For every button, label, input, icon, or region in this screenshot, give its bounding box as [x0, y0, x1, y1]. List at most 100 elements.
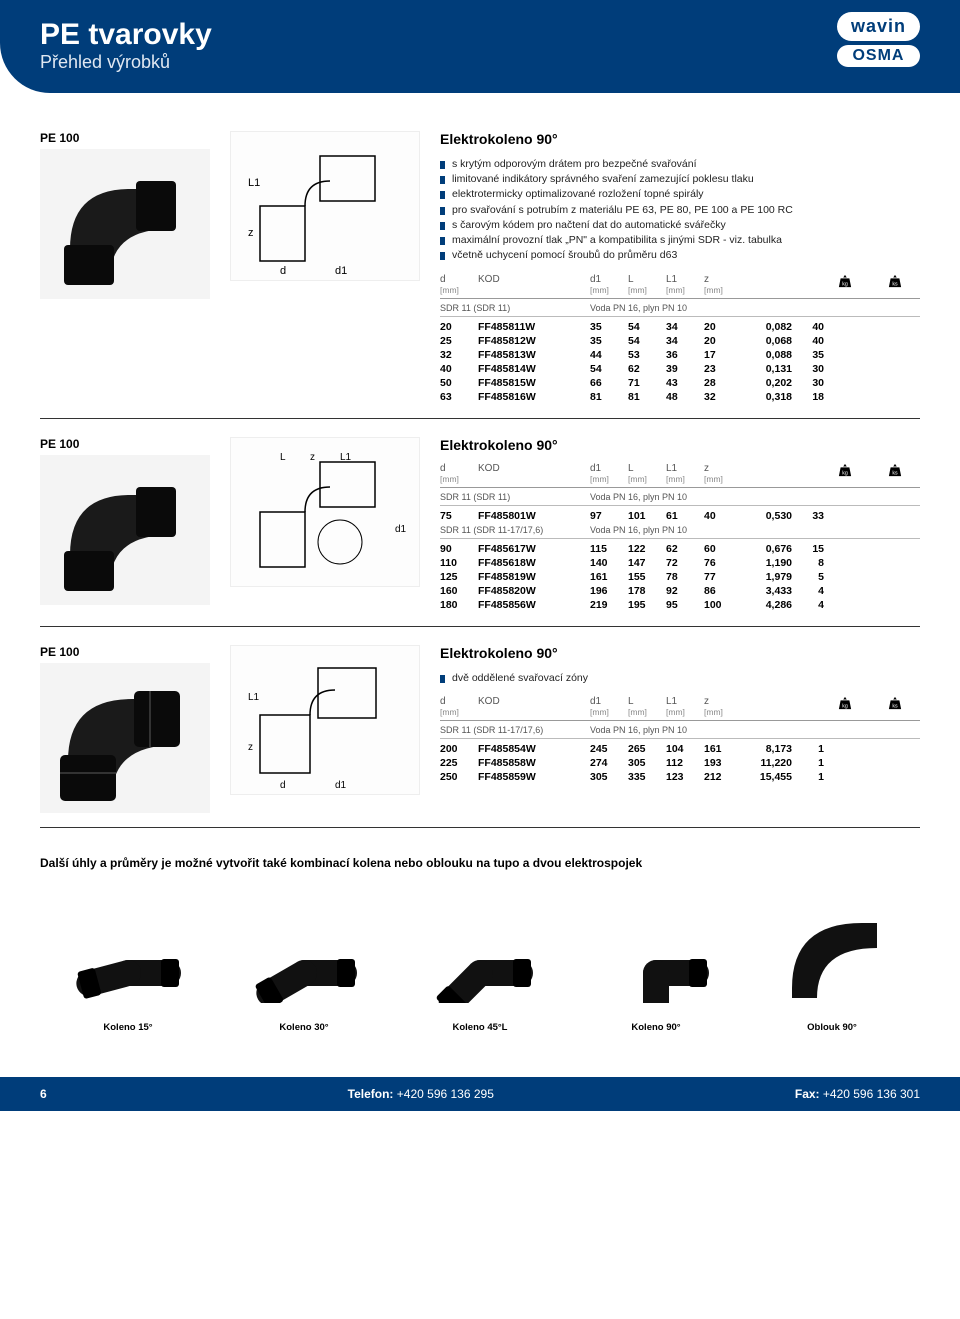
unit: [mm]	[440, 474, 478, 484]
elbow-icon	[50, 673, 200, 803]
bullet: elektrotermicky optimalizované rozložení…	[440, 187, 920, 202]
unit: [mm]	[666, 285, 704, 295]
table-row: 225 FF485858W 274 305 112 193 11,220 1	[440, 756, 920, 770]
svg-text:ks: ks	[892, 281, 898, 287]
bullets-3: dvě oddělené svařovací zóny	[440, 671, 920, 686]
bullet: limitované indikátory správného svaření …	[440, 172, 920, 187]
col-L: L	[628, 696, 634, 707]
combo-item: Koleno 30°	[216, 898, 392, 1033]
table-row: 32 FF485813W 44 53 36 17 0,088 35	[440, 348, 920, 362]
svg-text:ks: ks	[892, 470, 898, 476]
col-z: z	[704, 274, 709, 285]
unit: [mm]	[704, 474, 742, 484]
content: PE 100 d d1	[0, 93, 960, 1047]
table-body: 20 FF485811W 35 54 34 20 0,082 40 25 FF4…	[440, 320, 920, 404]
product-title: Elektrokoleno 90°	[440, 437, 920, 453]
table-note: SDR 11 (SDR 11)Voda PN 16, plyn PN 10	[440, 490, 920, 506]
logo-box: wavin OSMA	[837, 12, 920, 67]
col-L1: L1	[666, 274, 677, 285]
bullet: s čarovým kódem pro načtení dat do autom…	[440, 218, 920, 233]
bullet: pro svařování s potrubím z materiálu PE …	[440, 203, 920, 218]
table-row: 250 FF485859W 305 335 123 212 15,455 1	[440, 770, 920, 784]
combo-note: Další úhly a průměry je možné vytvořit t…	[40, 828, 920, 892]
fax-label: Fax:	[795, 1087, 820, 1101]
note-right: Voda PN 16, plyn PN 10	[590, 725, 687, 735]
page-footer: 6 Telefon: +420 596 136 295 Fax: +420 59…	[0, 1077, 960, 1111]
table-row: 180 FF485856W 219 195 95 100 4,286 4	[440, 598, 920, 612]
table-note: SDR 11 (SDR 11-17/17,6)Voda PN 16, plyn …	[440, 523, 920, 539]
tel-label: Telefon:	[348, 1087, 394, 1101]
svg-text:L: L	[280, 452, 286, 463]
unit: [mm]	[590, 474, 628, 484]
combo-label: Koleno 30°	[216, 1022, 392, 1033]
elbow-icon	[50, 465, 200, 595]
qty-icon: ks	[888, 274, 902, 288]
table-row: 63 FF485816W 81 81 48 32 0,318 18	[440, 390, 920, 404]
tel: Telefon: +420 596 136 295	[348, 1087, 494, 1101]
table-row: 50 FF485815W 66 71 43 28 0,202 30	[440, 376, 920, 390]
col-code: KÓD	[478, 274, 500, 285]
combo-row: Koleno 15° Koleno 30° Koleno 45°L Koleno…	[40, 892, 920, 1047]
table-groups: SDR 11 (SDR 11)Voda PN 16, plyn PN 10 75…	[440, 490, 920, 612]
table-note: SDR 11 (SDR 11-17/17,6) Voda PN 16, plyn…	[440, 723, 920, 739]
page: PE tvarovky Přehled výrobků wavin OSMA P…	[0, 0, 960, 1319]
col-code: KÓD	[478, 696, 500, 707]
product-title: Elektrokoleno 90°	[440, 131, 920, 147]
svg-text:z: z	[310, 452, 315, 463]
page-number: 6	[40, 1087, 47, 1101]
note-right: Voda PN 16, plyn PN 10	[590, 303, 687, 313]
unit: [mm]	[666, 707, 704, 717]
logo-wavin: wavin	[837, 12, 920, 41]
col-L: L	[628, 463, 634, 474]
pe-label: PE 100	[40, 131, 216, 145]
unit: [mm]	[628, 707, 666, 717]
combo-label: Koleno 90°	[568, 1022, 744, 1033]
col-d1: d1	[590, 463, 601, 474]
section-2: PE 100 L	[40, 419, 920, 627]
table-row: 75 FF485801W 97 101 61 40 0,530 33	[440, 509, 920, 523]
bullets-1: s krytým odporovým drátem pro bezpečné s…	[440, 157, 920, 264]
svg-text:kg: kg	[842, 281, 848, 287]
unit: [mm]	[704, 707, 742, 717]
table-row: 125 FF485819W 161 155 78 77 1,979 5	[440, 570, 920, 584]
section-1-data: Elektrokoleno 90° s krytým odporovým drá…	[440, 131, 920, 404]
combo-label: Oblouk 90°	[744, 1022, 920, 1033]
svg-text:z: z	[248, 227, 254, 239]
header-subtitle: Přehled výrobků	[40, 52, 920, 73]
unit: [mm]	[628, 474, 666, 484]
section-1-images: PE 100 d d1	[40, 131, 420, 404]
note-left: SDR 11 (SDR 11)	[440, 303, 590, 313]
elbow-icon	[50, 159, 200, 289]
section-3-images: PE 100	[40, 645, 420, 813]
table-row: 25 FF485812W 35 54 34 20 0,068 40	[440, 334, 920, 348]
unit: [mm]	[704, 285, 742, 295]
combo-item: Koleno 15°	[40, 898, 216, 1033]
section-2-data: Elektrokoleno 90° d[mm] KÓD d1[mm] L[mm]…	[440, 437, 920, 612]
header-title: PE tvarovky	[40, 18, 920, 52]
product-photo	[40, 663, 210, 813]
svg-text:d1: d1	[335, 780, 347, 790]
col-d: d	[440, 463, 446, 474]
weight-icon: kg	[838, 696, 852, 710]
col-L1: L1	[666, 696, 677, 707]
col-d1: d1	[590, 696, 601, 707]
note-left: SDR 11 (SDR 11-17/17,6)	[440, 725, 590, 735]
col-d1: d1	[590, 274, 601, 285]
svg-text:d: d	[280, 265, 286, 276]
bullet: dvě oddělené svařovací zóny	[440, 671, 920, 686]
diagram-icon: L z L1 d1	[240, 442, 410, 582]
svg-text:kg: kg	[842, 703, 848, 709]
table-note: SDR 11 (SDR 11) Voda PN 16, plyn PN 10	[440, 301, 920, 317]
tech-diagram: d d1 z L1	[230, 645, 420, 795]
unit: [mm]	[440, 707, 478, 717]
qty-icon: ks	[888, 463, 902, 477]
combo-image	[415, 898, 545, 1008]
fax-value: +420 596 136 301	[823, 1087, 920, 1101]
combo-image	[591, 898, 721, 1008]
combo-image	[767, 898, 897, 1008]
combo-item: Koleno 45°L	[392, 898, 568, 1033]
table-row: 160 FF485820W 196 178 92 86 3,433 4	[440, 584, 920, 598]
unit: [mm]	[628, 285, 666, 295]
combo-label: Koleno 45°L	[392, 1022, 568, 1033]
col-d: d	[440, 696, 446, 707]
